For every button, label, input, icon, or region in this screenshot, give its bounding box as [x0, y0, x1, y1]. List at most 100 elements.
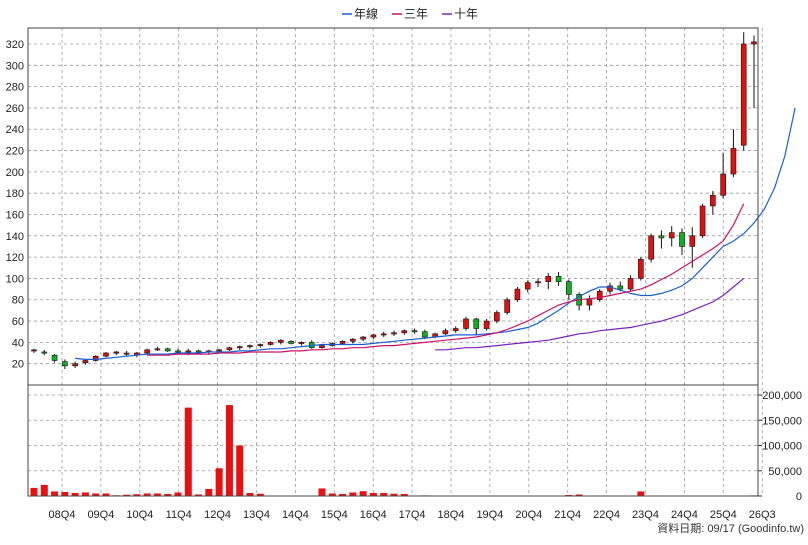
- candle-body-56: [607, 285, 613, 292]
- volume-bar-16: [195, 494, 203, 496]
- x-tick-14: 22Q4: [593, 509, 620, 521]
- volume-bar-20: [236, 445, 244, 496]
- volume-tick-1: 50,000: [768, 466, 802, 478]
- candle-body-66: [710, 195, 716, 207]
- candle-body-46: [504, 299, 510, 313]
- candle-body-1: [41, 351, 48, 354]
- candle-body-9: [123, 352, 130, 355]
- legend-label-2: 十年: [454, 7, 478, 21]
- x-axis-labels: 08Q4 09Q4 10Q4 11Q4 12Q4 13Q4 14Q4 15Q4 16Q4 17Q4…: [49, 509, 776, 521]
- x-tick-4: 12Q4: [204, 509, 231, 521]
- volume-bars: [30, 405, 758, 497]
- x-tick-5: 13Q4: [243, 509, 270, 521]
- volume-tick-2: 100,000: [762, 441, 802, 453]
- price-tick-1: 40: [12, 337, 24, 349]
- series-line-1: [147, 203, 745, 356]
- price-tick-10: 220: [6, 146, 24, 158]
- volume-bar-22: [256, 493, 264, 496]
- candle-body-31: [350, 338, 356, 342]
- volume-bar-5: [81, 492, 89, 496]
- volume-tick-0: 0: [796, 491, 802, 503]
- candle-body-63: [679, 232, 685, 247]
- volume-bar-53: [575, 494, 583, 496]
- price-tick-11: 240: [6, 124, 24, 136]
- price-tick-3: 80: [12, 295, 24, 307]
- price-panel-frame: [27, 27, 759, 386]
- candle-body-52: [566, 281, 572, 295]
- candle-body-58: [627, 278, 634, 290]
- candle-body-44: [483, 320, 490, 329]
- volume-bar-33: [369, 492, 377, 496]
- volume-axis-labels: 0 50,000 100,000 150,000 200,000: [758, 390, 802, 503]
- x-tick-16: 24Q4: [671, 509, 698, 521]
- candle-body-18: [216, 349, 222, 352]
- x-tick-13: 21Q4: [554, 509, 581, 521]
- moving-average-lines: [75, 107, 796, 360]
- volume-bar-3: [61, 491, 69, 496]
- candle-body-60: [648, 235, 654, 260]
- volume-bar-13: [164, 493, 172, 496]
- price-tick-9: 200: [6, 167, 24, 179]
- volume-bar-35: [390, 493, 398, 496]
- candle-body-26: [298, 342, 305, 344]
- x-tick-18: 26Q3: [749, 509, 776, 521]
- candle-body-5: [82, 360, 89, 363]
- candle-body-22: [257, 344, 264, 347]
- volume-bar-19: [225, 405, 233, 496]
- candle-body-59: [638, 258, 644, 279]
- candle-body-40: [442, 330, 449, 335]
- candle-body-19: [226, 347, 233, 351]
- candle-body-47: [514, 288, 521, 301]
- candle-body-49: [535, 281, 541, 284]
- candle-body-23: [267, 342, 274, 345]
- candle-body-42: [463, 318, 469, 329]
- plot-frames: [27, 27, 759, 497]
- volume-bar-12: [153, 493, 161, 496]
- candle-body-33: [370, 334, 377, 338]
- x-tick-0: 08Q4: [49, 509, 76, 521]
- x-tick-15: 23Q4: [632, 509, 659, 521]
- volume-panel-frame: [27, 384, 759, 497]
- volume-tick-4: 200,000: [762, 390, 802, 402]
- candle-body-62: [668, 232, 675, 239]
- volume-bar-52: [565, 494, 573, 496]
- chart-legend: 年線 三年 十年: [342, 6, 478, 21]
- volume-bar-0: [30, 487, 38, 496]
- legend-label-1: 三年: [404, 7, 428, 21]
- x-tick-6: 14Q4: [282, 509, 309, 521]
- candle-body-4: [72, 363, 78, 367]
- candle-body-67: [720, 173, 726, 196]
- candle-body-3: [62, 361, 68, 367]
- x-tick-17: 25Q4: [710, 509, 737, 521]
- price-tick-5: 120: [6, 252, 24, 264]
- volume-bar-6: [92, 493, 100, 496]
- candle-body-51: [555, 276, 562, 282]
- volume-bar-59: [637, 491, 645, 496]
- volume-bar-29: [328, 493, 336, 496]
- data-date-footer: 資料日期: 09/17 (Goodinfo.tw): [657, 523, 804, 535]
- candle-body-55: [596, 290, 603, 301]
- candle-body-64: [689, 235, 696, 247]
- candle-body-24: [278, 339, 284, 343]
- candle-body-37: [411, 330, 418, 333]
- candle-body-38: [422, 331, 428, 338]
- price-tick-14: 300: [6, 60, 24, 72]
- candle-body-25: [288, 341, 294, 344]
- candle-body-7: [103, 352, 109, 357]
- candle-body-57: [617, 285, 624, 290]
- x-tick-8: 16Q4: [360, 509, 387, 521]
- volume-bar-2: [51, 491, 59, 496]
- candle-body-34: [380, 333, 387, 336]
- candle-body-70: [751, 41, 757, 45]
- price-tick-2: 60: [12, 316, 24, 328]
- candle-body-65: [699, 205, 706, 237]
- candle-body-6: [92, 355, 99, 361]
- candle-body-28: [319, 345, 325, 349]
- volume-gridlines: [28, 394, 758, 472]
- candle-body-54: [586, 299, 593, 306]
- volume-bar-15: [184, 407, 192, 496]
- x-tick-3: 11Q4: [166, 509, 192, 521]
- legend-label-0: 年線: [354, 6, 378, 21]
